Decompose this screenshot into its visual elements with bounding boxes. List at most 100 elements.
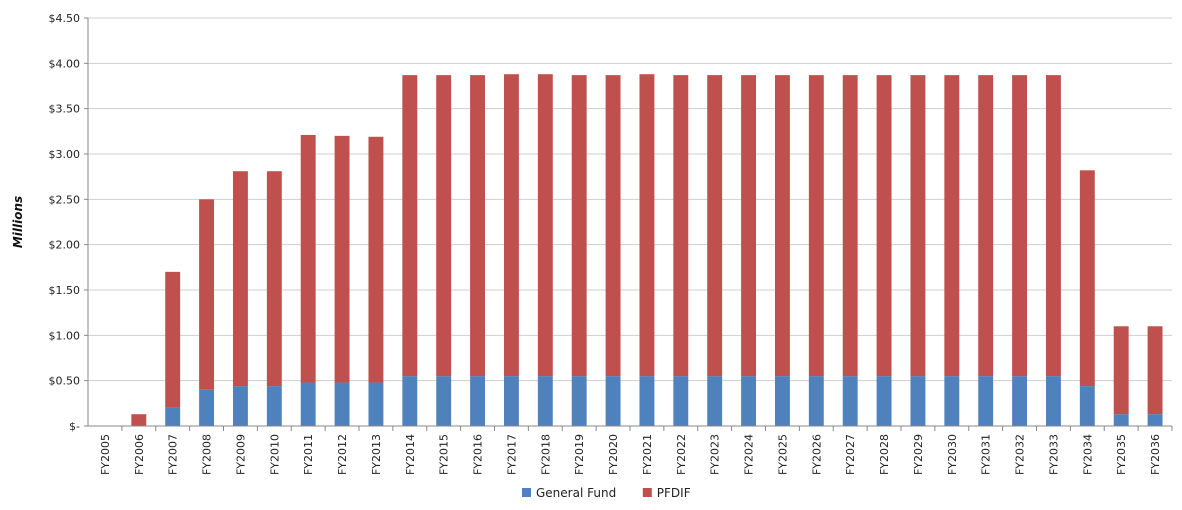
bar-pfdif-fy2016 <box>470 75 486 377</box>
bar-pfdif-fy2023 <box>707 75 723 377</box>
bar-general-fund-fy2031 <box>978 376 994 426</box>
x-tick-label: FY2018 <box>539 434 552 475</box>
bar-pfdif-fy2015 <box>436 75 452 377</box>
y-tick-label: $3.00 <box>49 148 81 161</box>
x-tick-label: FY2011 <box>302 434 315 475</box>
bar-general-fund-fy2028 <box>876 376 892 426</box>
legend-swatch-general-fund <box>522 488 531 497</box>
bar-general-fund-fy2019 <box>571 376 587 426</box>
y-axis-label: Millions <box>11 196 25 248</box>
x-tick-label: FY2008 <box>201 434 214 475</box>
bar-general-fund-fy2017 <box>503 376 519 426</box>
bar-general-fund-fy2011 <box>300 382 316 426</box>
y-tick-label: $2.00 <box>49 239 81 252</box>
y-tick-label: $3.50 <box>49 103 81 116</box>
bar-general-fund-fy2018 <box>537 376 553 426</box>
bar-general-fund-fy2032 <box>1012 376 1028 426</box>
x-tick-label: FY2031 <box>980 434 993 475</box>
x-tick-label: FY2007 <box>167 434 180 475</box>
bar-pfdif-fy2017 <box>503 74 519 377</box>
bar-general-fund-fy2035 <box>1113 414 1129 426</box>
x-tick-label: FY2021 <box>641 434 654 475</box>
bar-general-fund-fy2014 <box>402 376 418 426</box>
bar-pfdif-fy2011 <box>300 134 316 383</box>
bar-pfdif-fy2014 <box>402 75 418 377</box>
bar-general-fund-fy2027 <box>842 376 858 426</box>
x-tick-label: FY2020 <box>607 434 620 475</box>
bar-pfdif-fy2026 <box>808 75 824 377</box>
y-tick-label: $1.50 <box>49 284 81 297</box>
bar-general-fund-fy2007 <box>165 407 181 426</box>
bar-pfdif-fy2029 <box>910 75 926 377</box>
x-tick-label: FY2027 <box>844 434 857 475</box>
x-tick-label: FY2026 <box>810 434 823 475</box>
y-tick-label: $1.00 <box>49 329 81 342</box>
x-tick-label: FY2009 <box>234 434 247 475</box>
legend-swatch-pfdif <box>642 488 652 497</box>
bar-pfdif-fy2022 <box>673 75 689 377</box>
axes <box>87 18 1172 427</box>
bar-general-fund-fy2025 <box>774 376 790 426</box>
x-tick-label: FY2016 <box>472 434 485 475</box>
x-tick-label: FY2030 <box>946 434 959 475</box>
x-tick-label: FY2012 <box>336 434 349 475</box>
bar-pfdif-fy2031 <box>978 75 994 377</box>
legend: General Fund PFDIF <box>522 486 691 500</box>
y-tick-label: $4.50 <box>49 12 81 25</box>
bar-pfdif-fy2020 <box>605 75 621 377</box>
x-tick-label: FY2017 <box>505 434 518 475</box>
bar-general-fund-fy2030 <box>944 376 960 426</box>
x-tick-label: FY2025 <box>776 434 789 475</box>
x-tick-label: FY2014 <box>404 434 417 475</box>
x-tick-label: FY2006 <box>133 434 146 475</box>
x-tick-label: FY2036 <box>1149 434 1162 475</box>
bar-pfdif-fy2019 <box>571 75 587 377</box>
bar-pfdif-fy2035 <box>1113 326 1129 415</box>
bar-general-fund-fy2021 <box>639 376 655 426</box>
x-axis-ticks: FY2005 FY2006 FY2007 FY2008 FY2009 FY2010 FY20… <box>99 426 1173 475</box>
bar-pfdif-fy2030 <box>944 75 960 377</box>
bar-pfdif-fy2012 <box>334 135 350 383</box>
x-tick-label: FY2023 <box>709 434 722 475</box>
bar-general-fund-fy2034 <box>1079 386 1095 426</box>
y-tick-label: $4.00 <box>49 57 81 70</box>
bars <box>131 74 1163 426</box>
x-tick-label: FY2033 <box>1047 434 1060 475</box>
x-tick-label: FY2029 <box>912 434 925 475</box>
bar-pfdif-fy2010 <box>266 171 282 387</box>
bar-general-fund-fy2036 <box>1147 414 1163 426</box>
x-tick-label: FY2022 <box>675 434 688 475</box>
bar-general-fund-fy2016 <box>470 376 486 426</box>
x-tick-label: FY2015 <box>438 434 451 475</box>
bar-pfdif-fy2028 <box>876 75 892 377</box>
bar-general-fund-fy2033 <box>1045 376 1061 426</box>
bar-general-fund-fy2008 <box>199 389 215 426</box>
bar-pfdif-fy2009 <box>232 171 248 387</box>
x-tick-label: FY2034 <box>1081 434 1094 475</box>
x-tick-label: FY2028 <box>878 434 891 475</box>
y-axis-ticks: $- $0.50 $1.00 $1.50 $2.00 $2.50 $3.00 $3.50 $4.… <box>49 12 88 433</box>
bar-general-fund-fy2020 <box>605 376 621 426</box>
bar-pfdif-fy2007 <box>165 271 181 408</box>
x-tick-label: FY2024 <box>743 434 756 475</box>
bar-general-fund-fy2015 <box>436 376 452 426</box>
bar-pfdif-fy2027 <box>842 75 858 377</box>
bar-pfdif-fy2006 <box>131 414 147 426</box>
legend-label-general-fund: General Fund <box>536 486 616 500</box>
bar-general-fund-fy2024 <box>741 376 757 426</box>
bar-pfdif-fy2024 <box>741 75 757 377</box>
bar-general-fund-fy2013 <box>368 382 384 426</box>
bar-pfdif-fy2033 <box>1045 75 1061 377</box>
y-tick-label: $- <box>69 420 80 433</box>
bar-general-fund-fy2022 <box>673 376 689 426</box>
bar-pfdif-fy2032 <box>1012 75 1028 377</box>
bar-pfdif-fy2025 <box>774 75 790 377</box>
bar-general-fund-fy2009 <box>232 386 248 426</box>
bar-general-fund-fy2029 <box>910 376 926 426</box>
x-tick-label: FY2005 <box>99 434 112 475</box>
x-tick-label: FY2035 <box>1115 434 1128 475</box>
x-tick-label: FY2013 <box>370 434 383 475</box>
x-tick-label: FY2019 <box>573 434 586 475</box>
y-tick-label: $2.50 <box>49 193 81 206</box>
